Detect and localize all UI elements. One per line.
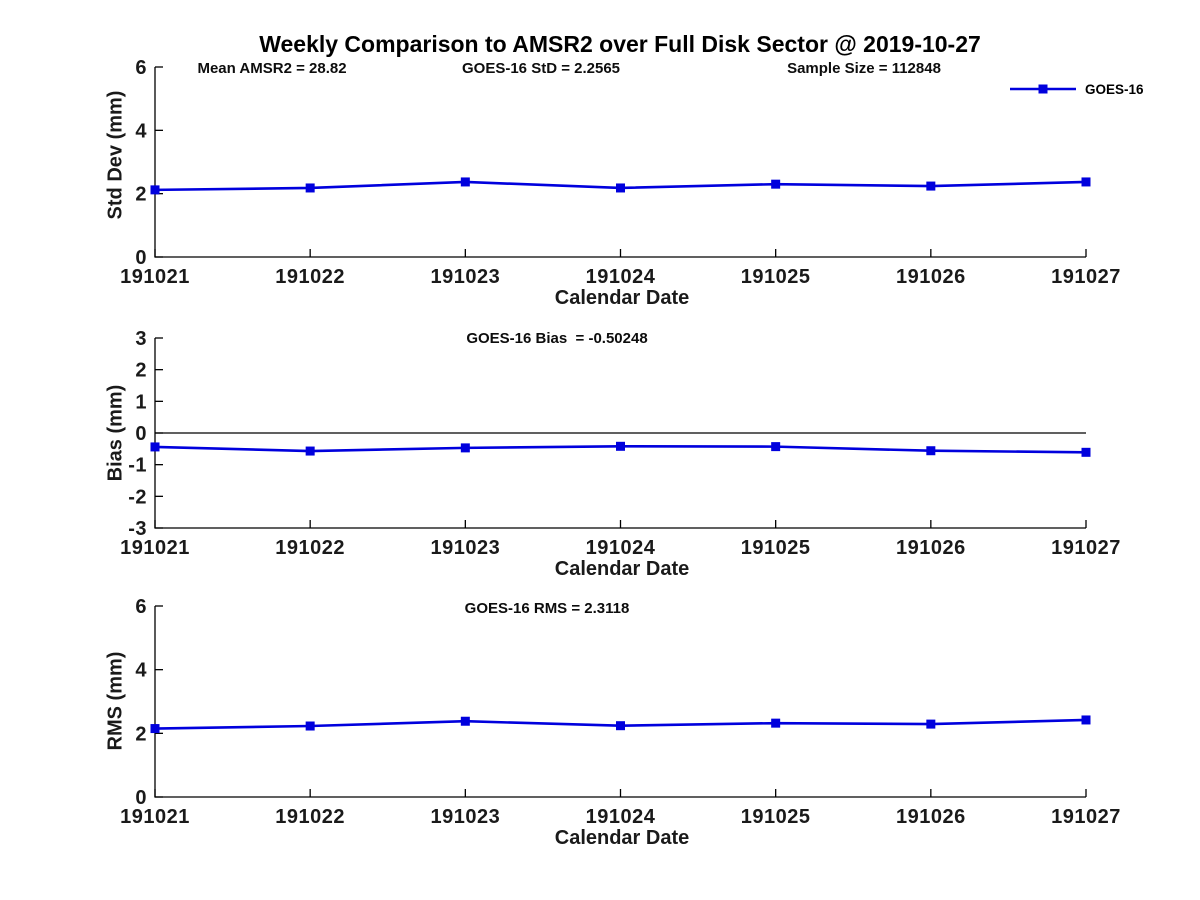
data-point-marker [150,442,160,452]
y-tick-label: 0 [135,787,147,809]
data-point-marker [1081,447,1091,457]
axis-lines [154,67,1086,258]
x-axis-label-rms: Calendar Date [554,827,690,849]
y-tick-label: 0 [135,247,147,269]
annotation-goes16-std: GOES-16 StD = 2.2565 [462,60,620,77]
stddev-plot-area: 0 2 4 6 191021 191022 191023 191024 191025 191026… [120,57,1121,288]
axis-lines [154,606,1086,798]
y-tick-label: 4 [135,660,147,682]
x-tick-label: 191024 [586,266,656,288]
rms-plot-area: 0 2 4 6 191021 191022 191023 191024 191025 191026… [120,596,1121,828]
y-tick-label: 0 [135,423,147,445]
x-tick-label: 191025 [741,537,811,559]
data-point-marker [771,442,781,452]
x-tick-label: 191027 [1051,537,1121,559]
x-tick-label: 191022 [275,806,345,828]
y-tick-label: -2 [128,486,147,508]
bias-plot-area: -3 -2 -1 0 1 2 3 191021 191022 191023 191024 191025… [120,328,1121,559]
y-tick-label: 6 [135,57,147,79]
data-point-marker [926,719,936,729]
y-tick-label: 3 [135,328,147,350]
data-point-marker [305,446,315,456]
x-tick-label: 191025 [741,266,811,288]
data-point-marker [926,446,936,456]
x-tick-label: 191021 [120,537,190,559]
y-tick-label: 2 [135,723,147,745]
data-point-marker [460,443,470,453]
y-tick-label: -1 [128,455,147,477]
x-tick-label: 191022 [275,537,345,559]
x-tick-label: 191021 [120,266,190,288]
y-tick-label: 1 [135,391,147,413]
x-tick-label: 191022 [275,266,345,288]
x-tick-label: 191021 [120,806,190,828]
data-point-marker [150,185,160,195]
x-tick-label: 191026 [896,266,966,288]
y-tick-label: 6 [135,596,147,618]
legend-line-sample [1010,84,1076,94]
legend-label: GOES-16 [1085,81,1144,97]
data-point-marker [460,716,470,726]
annotation-sample-size: Sample Size = 112848 [787,60,941,77]
data-point-marker [1081,177,1091,187]
y-tick-label: 4 [135,120,147,142]
legend-marker-icon [1038,84,1048,94]
data-point-marker [926,181,936,191]
annotation-goes16-rms: GOES-16 RMS = 2.3118 [464,600,630,617]
data-point-marker [771,718,781,728]
data-point-marker [460,177,470,187]
x-tick-label: 191023 [430,537,500,559]
x-tick-label: 191026 [896,806,966,828]
annotation-goes16-bias: GOES-16 Bias = -0.50248 [466,330,648,347]
x-tick-label: 191023 [430,806,500,828]
x-tick-label: 191024 [586,806,656,828]
data-point-marker [616,721,625,731]
y-tick-label: -3 [128,518,147,540]
x-tick-label: 191023 [430,266,500,288]
data-point-marker [771,179,781,189]
data-point-marker [616,441,625,451]
x-tick-label: 191024 [586,537,656,559]
legend: GOES-16 [1008,80,1144,98]
data-point-marker [305,183,315,193]
x-tick-label: 191027 [1051,266,1121,288]
y-tick-label: 2 [135,360,147,382]
x-axis-label-stddev: Calendar Date [554,287,690,309]
data-point-marker [616,183,625,193]
x-axis-label-bias: Calendar Date [554,558,690,580]
annotation-mean-amsr2: Mean AMSR2 = 28.82 [197,60,347,77]
x-tick-label: 191025 [741,806,811,828]
x-tick-label: 191027 [1051,806,1121,828]
y-tick-label: 2 [135,184,147,206]
figure-title: Weekly Comparison to AMSR2 over Full Dis… [259,31,981,57]
data-point-marker [150,724,160,734]
data-point-marker [305,721,315,731]
data-point-marker [1081,715,1091,725]
x-tick-label: 191026 [896,537,966,559]
